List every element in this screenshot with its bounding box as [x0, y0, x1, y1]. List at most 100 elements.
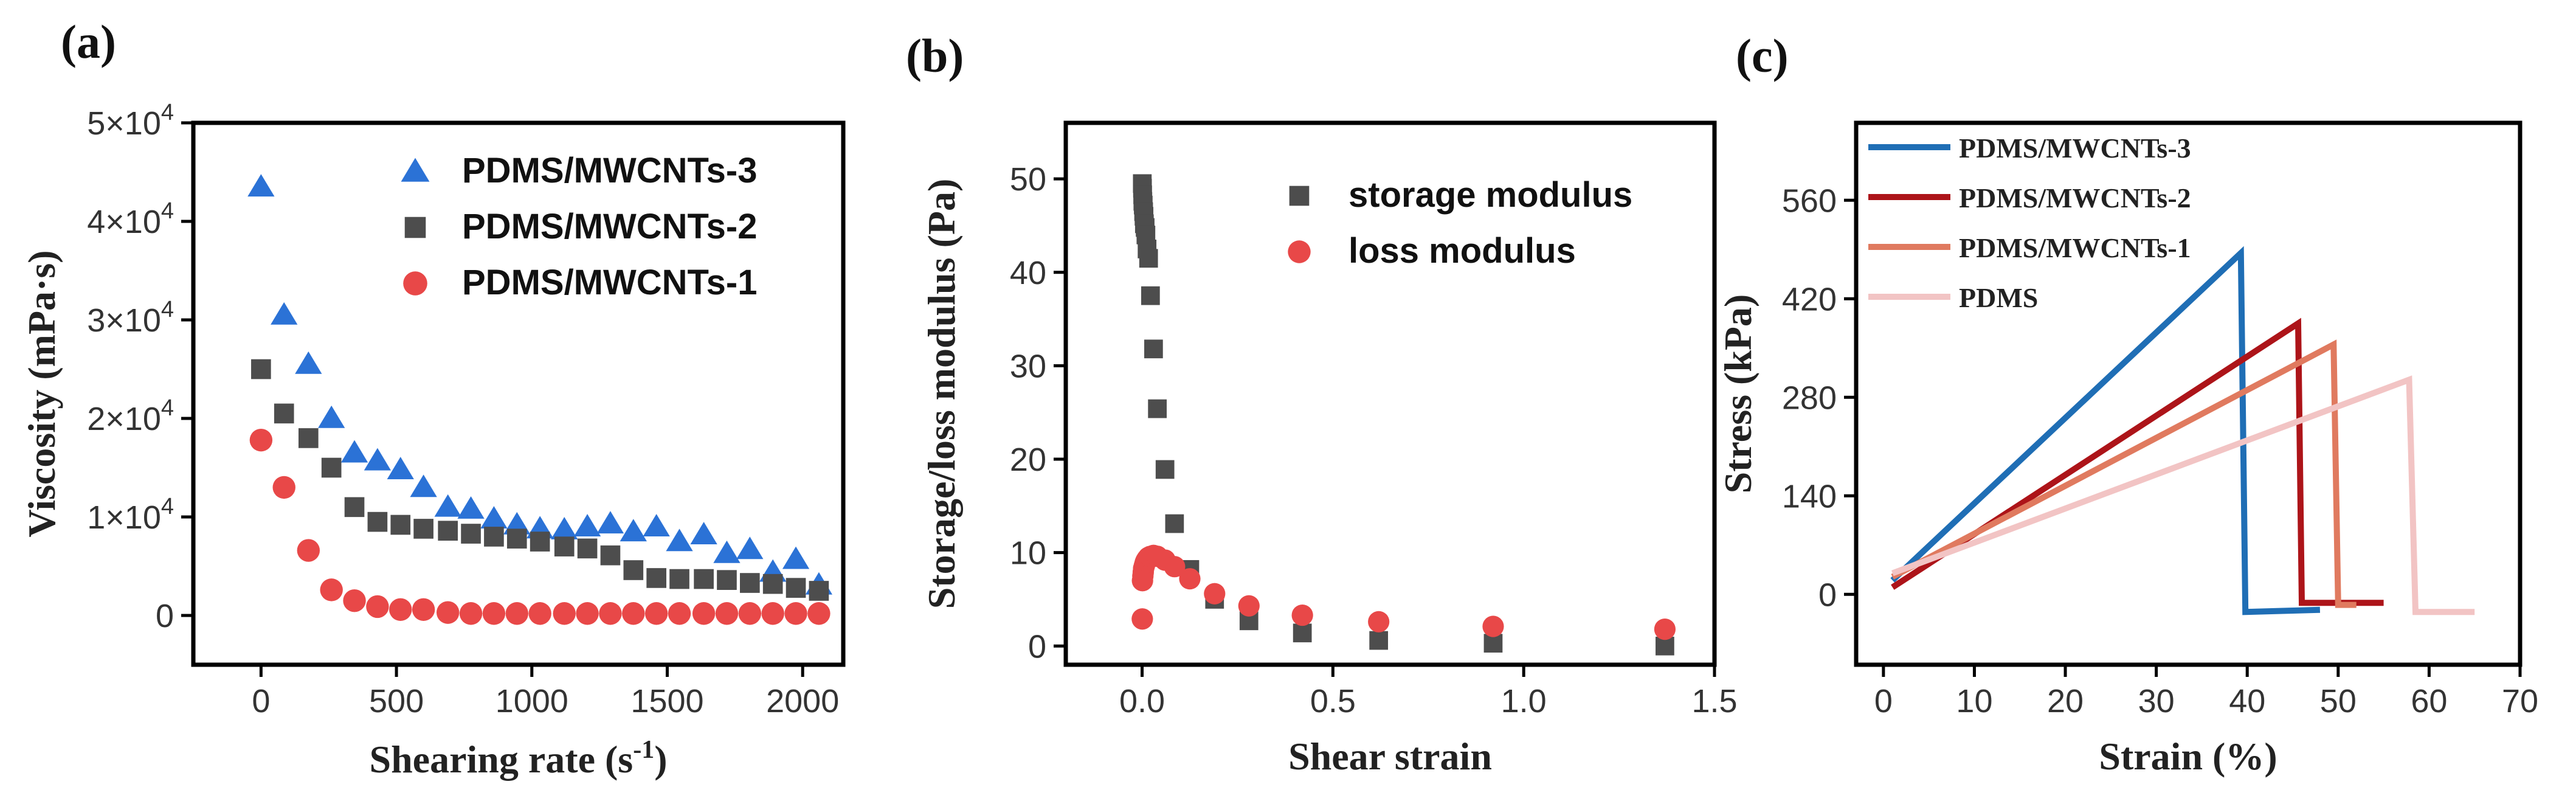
data-point	[340, 440, 368, 463]
x-tick-label: 0	[252, 683, 270, 719]
series-pdms-mwcnts-2	[251, 359, 829, 601]
x-tick-label: 30	[2138, 683, 2175, 719]
data-point	[480, 506, 508, 529]
y-tick-label: 2×104	[87, 395, 174, 437]
data-point	[553, 602, 576, 625]
data-point	[717, 570, 737, 590]
legend-marker	[1289, 185, 1310, 206]
data-point	[694, 569, 714, 589]
y-tick-label: 40	[1010, 255, 1046, 291]
data-point	[484, 527, 504, 547]
x-tick-label: 500	[369, 683, 424, 719]
legend-label: loss modulus	[1348, 231, 1576, 271]
x-tick-label: 40	[2229, 683, 2265, 719]
series-line-pdms	[1891, 375, 2475, 615]
data-point	[251, 359, 271, 379]
x-tick-label: 0	[1874, 683, 1893, 719]
data-point	[1482, 615, 1504, 637]
data-point	[1144, 339, 1163, 359]
x-axis-title: Shearing rate (s-1)	[369, 736, 667, 781]
series-storage-modulus	[1133, 174, 1674, 656]
data-point	[668, 602, 691, 625]
data-point	[1165, 514, 1184, 533]
panel-b-modulus-chart: (b) 0.0 0.5 1.0 1.5 0 10 20 30 40 50 Shear strain St…	[906, 29, 1738, 778]
data-point	[1179, 568, 1201, 590]
data-point	[364, 448, 392, 471]
data-point	[1369, 631, 1389, 650]
data-point	[762, 574, 783, 594]
data-point	[623, 560, 644, 580]
data-point	[367, 511, 388, 532]
x-axis-title: Strain (%)	[2099, 735, 2277, 778]
data-point	[482, 602, 506, 625]
plot-frame	[1063, 120, 1717, 667]
data-point	[1204, 583, 1226, 605]
data-point	[666, 528, 693, 552]
data-point	[321, 457, 342, 478]
data-point	[528, 602, 551, 625]
data-point	[713, 540, 741, 563]
legend-label: PDMS/MWCNTs-2	[1959, 182, 2191, 213]
data-point	[622, 602, 645, 625]
data-point	[577, 538, 598, 559]
data-point	[782, 546, 810, 569]
series-line-pdms-mwcnts-2	[1891, 317, 2384, 606]
x-tick-label: 1.5	[1691, 683, 1737, 719]
data-point	[344, 497, 365, 518]
data-point	[343, 589, 366, 612]
y-tick-label: 0	[156, 598, 174, 634]
legend-marker	[403, 271, 427, 296]
legend-marker	[1288, 240, 1311, 263]
x-tick-label: 60	[2411, 683, 2447, 719]
data-point	[738, 602, 762, 625]
data-point	[459, 602, 483, 625]
data-point	[620, 519, 647, 542]
data-point	[506, 528, 527, 549]
y-tick-label: 420	[1782, 281, 1837, 317]
data-point	[761, 602, 784, 625]
x-tick-label: 0.5	[1310, 683, 1356, 719]
legend-label: storage modulus	[1348, 175, 1632, 215]
y-tick-label: 30	[1010, 348, 1046, 384]
y-tick-label: 280	[1782, 379, 1837, 416]
data-point	[1368, 611, 1390, 632]
legend-label: PDMS/MWCNTs-3	[462, 151, 757, 190]
data-point	[530, 532, 550, 552]
panel-label: (a)	[61, 15, 116, 68]
x-tick-label: 0.0	[1119, 683, 1165, 719]
y-tick-label: 1×104	[87, 494, 174, 536]
data-point	[1238, 595, 1260, 617]
legend-label: PDMS	[1959, 282, 2038, 313]
y-tick-label: 4×104	[87, 198, 174, 240]
series-line-pdms-mwcnts-1	[1891, 339, 2357, 608]
data-point	[1139, 249, 1158, 268]
data-point	[297, 539, 320, 562]
data-point	[740, 573, 760, 593]
data-point	[1654, 619, 1676, 640]
data-point	[784, 602, 807, 625]
data-point	[413, 519, 433, 539]
legend-label: PDMS/MWCNTs-1	[1959, 232, 2191, 263]
y-tick-label: 0	[1818, 577, 1837, 613]
data-point	[599, 602, 622, 625]
data-point	[434, 494, 461, 517]
y-tick-label: 5×104	[87, 100, 174, 142]
series-pdms-mwcnts-1	[249, 428, 830, 625]
data-point	[389, 598, 412, 621]
x-tick-label: 70	[2502, 683, 2538, 719]
data-point	[271, 302, 298, 325]
panel-label: (b)	[906, 29, 964, 82]
y-axis-title: Viscosity (mPa·s)	[20, 250, 63, 537]
data-point	[249, 428, 273, 452]
data-point	[274, 403, 294, 424]
data-point	[412, 598, 435, 621]
data-point	[438, 521, 458, 541]
data-point	[505, 602, 528, 625]
data-point	[807, 602, 830, 625]
data-point	[272, 476, 295, 499]
data-point	[644, 602, 668, 625]
legend-label: PDMS/MWCNTs-1	[462, 263, 757, 302]
series-loss-modulus	[1131, 544, 1676, 640]
data-point	[669, 569, 689, 589]
